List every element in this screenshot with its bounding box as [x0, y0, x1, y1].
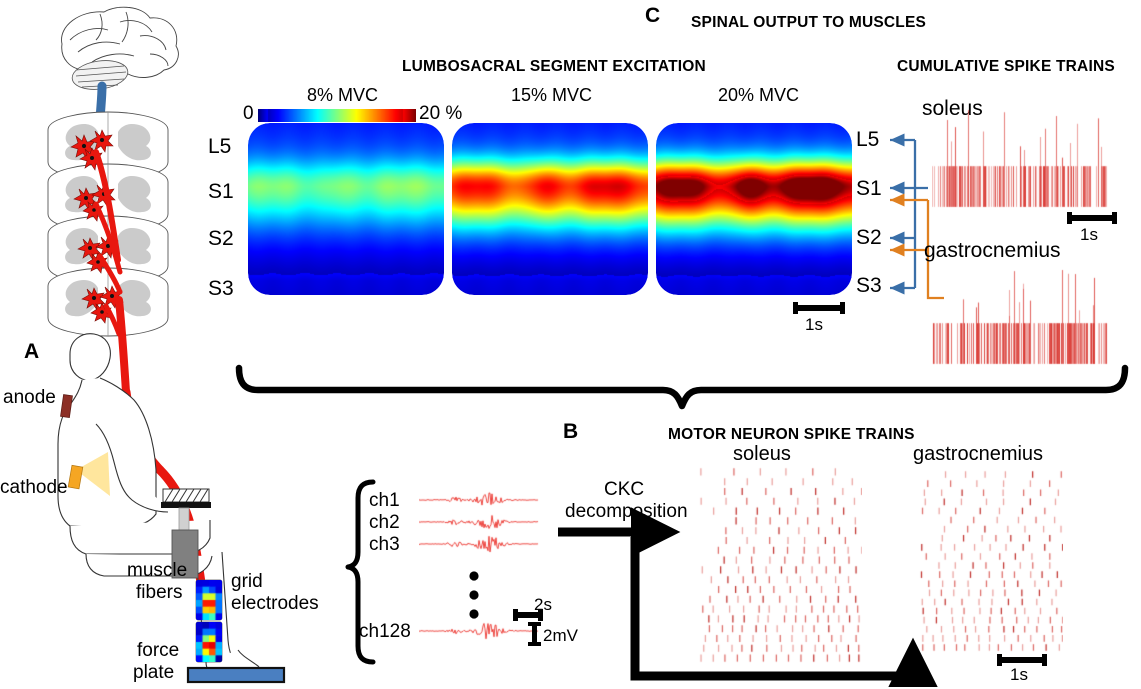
emg-channel-label-ch3: ch3 [369, 534, 400, 555]
grid-electrodes-label-line2: electrodes [231, 593, 319, 614]
panel-b-letter: B [563, 420, 579, 443]
lumbosacral-excitation-title: LUMBOSACRAL SEGMENT EXCITATION [402, 58, 706, 75]
cord-segment-label-s2: S2 [208, 227, 234, 250]
heatmap-title-15mvc: 15% MVC [511, 85, 593, 105]
emg-channel-label-ch1: ch1 [369, 490, 400, 511]
panel-a-letter: A [24, 340, 40, 363]
heatmap-title-20mvc: 20% MVC [718, 85, 800, 105]
cumulative-spike-train-gastrocnemius [932, 255, 1108, 365]
grid-electrode-upper [196, 580, 222, 620]
panel-c-title: SPINAL OUTPUT TO MUSCLES [691, 14, 927, 31]
motor-neuron-raster-gastrocnemius [918, 470, 1063, 652]
colorbar-max-label: 20 % [419, 103, 463, 124]
emg-trace-ch2 [419, 512, 539, 532]
heatmap-20mvc [656, 123, 852, 295]
cst-soleus-scale-bar-label: 1s [1080, 225, 1098, 244]
emg-channel-label-ch128: ch128 [359, 621, 411, 642]
cord-segment-label-l5: L5 [208, 135, 232, 158]
cord-segment-label-s1: S1 [208, 180, 234, 203]
muscle-fibers-label-line2: fibers [136, 582, 183, 603]
cathode-label: cathode [0, 477, 68, 498]
cumulative-spike-trains-title: CUMULATIVE SPIKE TRAINS [897, 58, 1115, 75]
emg-amplitude-scale-label: 2mV [543, 626, 578, 645]
cst-segment-label-l5: L5 [856, 128, 880, 151]
emg-channel-label-ch2: ch2 [369, 512, 400, 533]
colorbar-min-label: 0 [243, 103, 254, 124]
force-plate-label-line1: force [137, 640, 180, 661]
panel-c-letter: C [645, 4, 661, 27]
emg-time-scale-label: 2s [534, 595, 552, 614]
raster-scale-bar [997, 654, 1047, 666]
cst-segment-label-s2: S2 [856, 226, 882, 249]
raster-scale-bar-label: 1s [1010, 665, 1028, 684]
grid-electrodes-label-line1: grid [231, 571, 263, 592]
emg-trace-ch3 [419, 534, 539, 554]
cst-soleus-scale-bar [1067, 212, 1117, 224]
grid-electrode-lower [196, 622, 222, 662]
heatmap-title-8mvc: 8% MVC [307, 85, 379, 105]
cst-segment-label-s1: S1 [856, 177, 882, 200]
heatmap-15mvc [452, 123, 648, 295]
emg-trace-ch1 [419, 490, 539, 510]
heatmap-scale-bar-label: 1s [805, 315, 823, 334]
heatmap-8mvc [248, 123, 444, 295]
raster-gastrocnemius-label: gastrocnemius [913, 443, 1044, 465]
cst-segment-label-s3: S3 [856, 274, 882, 297]
anode-label: anode [3, 387, 56, 408]
force-plate-label-line2: plate [133, 662, 175, 683]
emg-time-scale-bar [513, 609, 543, 621]
cord-segment-label-s3: S3 [208, 277, 234, 300]
ckc-label-line2: decomposition [565, 501, 688, 522]
emg-trace-ch128 [419, 621, 539, 641]
panel-b-title: MOTOR NEURON SPIKE TRAINS [668, 426, 915, 443]
cumulative-spike-train-soleus [932, 98, 1108, 208]
heatmap-scale-bar [793, 302, 845, 314]
muscle-fibers-label-line1: muscle [127, 560, 188, 581]
raster-soleus-label: soleus [733, 443, 791, 465]
motor-neuron-raster-soleus [697, 467, 862, 663]
emg-amplitude-scale-bar [528, 622, 541, 646]
colorbar [258, 109, 416, 122]
ckc-label-line1: CKC [604, 479, 645, 500]
